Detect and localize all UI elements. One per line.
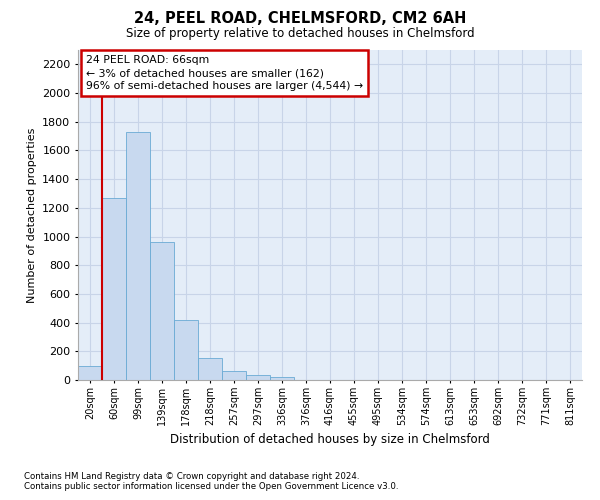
Y-axis label: Number of detached properties: Number of detached properties [26,128,37,302]
Bar [222,372,246,380]
Bar [174,320,198,380]
Bar [78,366,102,380]
Bar [270,377,294,380]
Bar [102,198,126,380]
Bar [150,242,174,380]
Text: Contains public sector information licensed under the Open Government Licence v3: Contains public sector information licen… [24,482,398,491]
Text: Size of property relative to detached houses in Chelmsford: Size of property relative to detached ho… [125,28,475,40]
Text: Contains HM Land Registry data © Crown copyright and database right 2024.: Contains HM Land Registry data © Crown c… [24,472,359,481]
Text: 24 PEEL ROAD: 66sqm
← 3% of detached houses are smaller (162)
96% of semi-detach: 24 PEEL ROAD: 66sqm ← 3% of detached hou… [86,55,362,92]
Bar [246,375,270,380]
Bar [126,132,150,380]
X-axis label: Distribution of detached houses by size in Chelmsford: Distribution of detached houses by size … [170,434,490,446]
Text: 24, PEEL ROAD, CHELMSFORD, CM2 6AH: 24, PEEL ROAD, CHELMSFORD, CM2 6AH [134,11,466,26]
Bar [198,358,222,380]
